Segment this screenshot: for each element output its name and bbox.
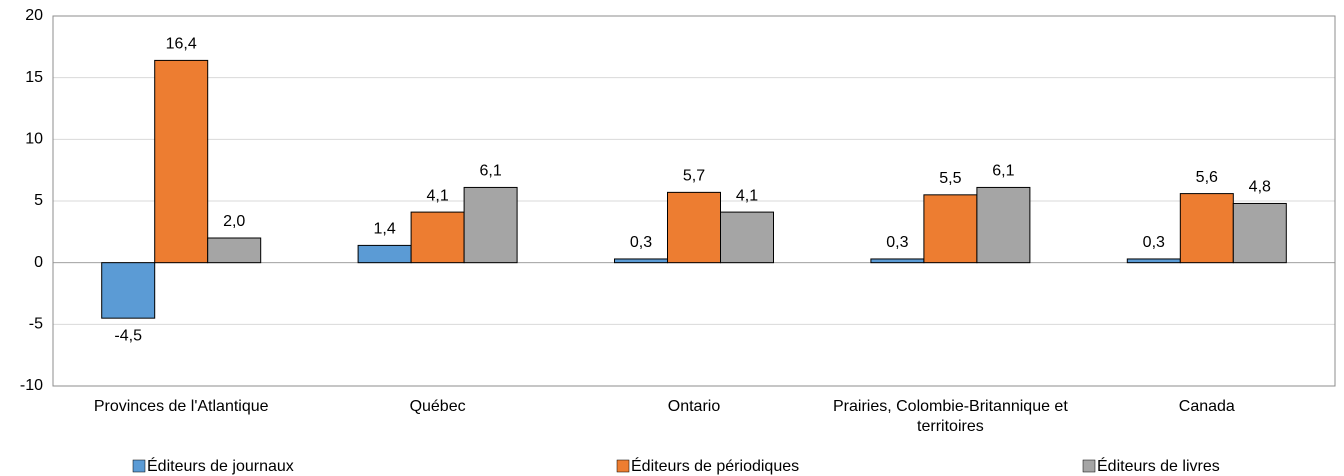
bar [870, 258, 925, 264]
bar [463, 186, 518, 264]
legend-swatch [132, 459, 146, 473]
y-tick-label: -10 [20, 377, 43, 394]
bar [667, 191, 721, 264]
x-tick-label: Prairies, Colombie-Britannique et territ… [833, 398, 1068, 435]
data-label: 6,1 [992, 163, 1014, 180]
x-tick-label: Québec [409, 398, 466, 415]
legend-label: Éditeurs de journaux [147, 456, 294, 475]
bar [357, 244, 412, 264]
data-label: 4,1 [426, 187, 448, 204]
data-label: 1,4 [373, 221, 395, 238]
data-label: 0,3 [886, 234, 908, 251]
bar [154, 59, 209, 264]
data-label: 2,0 [223, 213, 245, 230]
plot-border [52, 15, 1336, 387]
bar [976, 186, 1031, 264]
bar [720, 211, 774, 264]
bar [1232, 202, 1287, 264]
data-label: 16,4 [166, 36, 197, 53]
y-tick-label: 0 [34, 254, 43, 271]
legend-label: Éditeurs de périodiques [631, 456, 799, 475]
bar [101, 262, 156, 319]
x-tick-label: Ontario [667, 398, 721, 415]
data-label: 4,1 [736, 187, 758, 204]
y-tick-label: 20 [25, 7, 43, 24]
y-tick-label: -5 [29, 316, 43, 333]
bar [923, 194, 978, 264]
y-tick-label: 10 [25, 131, 43, 148]
data-label: 5,6 [1196, 169, 1218, 186]
x-tick-label: Canada [1178, 398, 1235, 415]
data-label: 0,3 [630, 234, 652, 251]
legend-swatch [1082, 459, 1096, 473]
legend-swatch [616, 459, 630, 473]
legend-label: Éditeurs de livres [1097, 456, 1220, 475]
bar [207, 237, 262, 264]
bar [614, 258, 668, 264]
data-label: -4,5 [114, 327, 142, 344]
data-label: 5,5 [939, 170, 961, 187]
data-label: 4,8 [1249, 179, 1271, 196]
data-label: 0,3 [1143, 234, 1165, 251]
data-label: 5,7 [683, 168, 705, 185]
y-tick-label: 5 [34, 192, 43, 209]
data-label: 6,1 [479, 163, 501, 180]
y-tick-label: 15 [25, 69, 43, 86]
x-tick-label: Provinces de l'Atlantique [93, 398, 269, 415]
bar [1179, 193, 1234, 264]
bar [410, 211, 465, 264]
bar [1126, 258, 1181, 264]
